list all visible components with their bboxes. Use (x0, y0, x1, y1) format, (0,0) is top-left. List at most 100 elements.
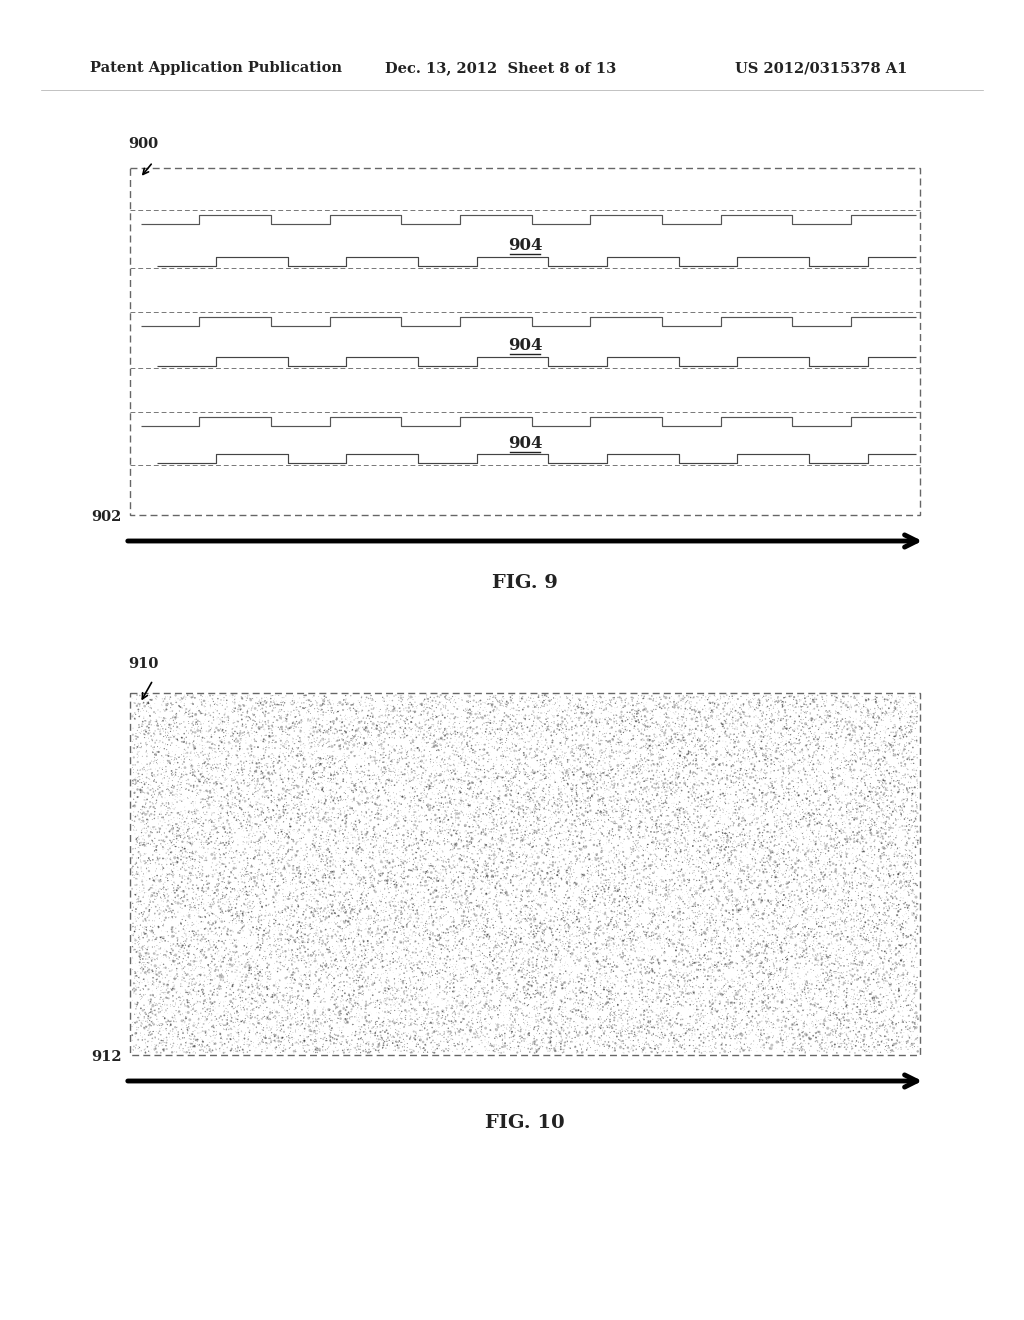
Point (745, 990, 762, 1011)
Point (413, 859, 429, 880)
Point (725, 766, 741, 787)
Point (379, 944, 395, 965)
Point (224, 920, 241, 941)
Point (199, 998, 215, 1019)
Point (385, 1040, 401, 1061)
Point (329, 721, 345, 742)
Point (733, 960, 750, 981)
Point (377, 1031, 393, 1052)
Point (365, 957, 381, 978)
Point (501, 788, 517, 809)
Point (705, 899, 721, 920)
Point (205, 948, 221, 969)
Point (336, 714, 352, 735)
Point (197, 796, 213, 817)
Point (460, 777, 476, 799)
Point (840, 956, 856, 977)
Point (215, 726, 231, 747)
Point (339, 867, 355, 888)
Point (722, 1035, 738, 1056)
Point (867, 904, 884, 925)
Point (142, 771, 159, 792)
Point (845, 719, 861, 741)
Point (657, 870, 674, 891)
Point (278, 867, 294, 888)
Point (809, 899, 825, 920)
Point (602, 781, 618, 803)
Point (680, 764, 696, 785)
Point (453, 829, 469, 850)
Point (876, 1012, 892, 1034)
Point (843, 929, 859, 950)
Point (244, 903, 260, 924)
Point (479, 908, 496, 929)
Point (719, 1016, 735, 1038)
Point (455, 1019, 471, 1040)
Point (331, 733, 347, 754)
Point (161, 841, 177, 862)
Point (339, 731, 355, 752)
Point (135, 1010, 152, 1031)
Point (406, 834, 422, 855)
Point (380, 987, 396, 1008)
Point (198, 1020, 214, 1041)
Point (147, 688, 164, 709)
Point (292, 915, 308, 936)
Point (286, 855, 302, 876)
Point (445, 866, 462, 887)
Point (717, 843, 733, 865)
Point (466, 762, 482, 783)
Point (907, 927, 924, 948)
Point (346, 990, 362, 1011)
Point (292, 937, 308, 958)
Point (564, 1028, 581, 1049)
Point (445, 741, 462, 762)
Point (723, 841, 739, 862)
Point (142, 696, 159, 717)
Point (319, 746, 336, 767)
Point (684, 1006, 700, 1027)
Point (409, 793, 425, 814)
Point (663, 714, 679, 735)
Point (450, 903, 466, 924)
Point (284, 858, 300, 879)
Point (293, 975, 309, 997)
Point (368, 834, 384, 855)
Point (852, 742, 868, 763)
Point (260, 817, 276, 838)
Point (763, 727, 779, 748)
Point (303, 833, 319, 854)
Point (590, 950, 606, 972)
Point (175, 1018, 191, 1039)
Point (396, 854, 413, 875)
Point (526, 763, 543, 784)
Point (811, 780, 827, 801)
Point (681, 1035, 697, 1056)
Point (565, 979, 582, 1001)
Point (817, 793, 834, 814)
Point (579, 916, 595, 937)
Point (321, 939, 337, 960)
Point (473, 842, 489, 863)
Point (746, 758, 763, 779)
Point (399, 849, 416, 870)
Point (820, 884, 837, 906)
Point (360, 766, 377, 787)
Point (763, 820, 779, 841)
Point (880, 1020, 896, 1041)
Point (411, 970, 427, 991)
Point (698, 817, 715, 838)
Point (142, 890, 159, 911)
Point (454, 995, 470, 1016)
Point (601, 876, 617, 898)
Point (494, 912, 510, 933)
Point (628, 887, 644, 908)
Point (479, 913, 496, 935)
Point (573, 824, 590, 845)
Point (509, 750, 525, 771)
Point (787, 825, 804, 846)
Point (442, 977, 459, 998)
Point (257, 766, 273, 787)
Point (606, 1002, 623, 1023)
Point (515, 908, 531, 929)
